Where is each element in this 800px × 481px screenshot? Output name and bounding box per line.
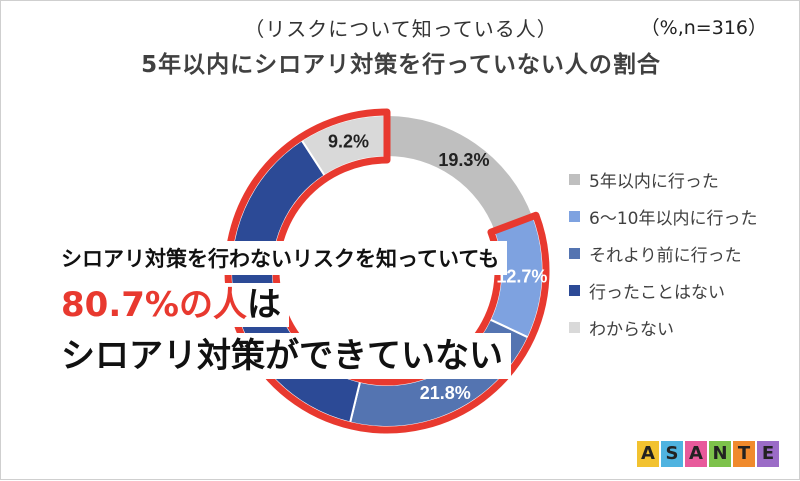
legend-swatch (569, 285, 580, 296)
callout-line-1: シロアリ対策を行わないリスクを知っていても (53, 241, 508, 275)
logo-letter: A (685, 441, 707, 467)
slice-label-1: 19.3% (438, 150, 489, 170)
legend-swatch (569, 211, 580, 222)
legend-item: 6〜10年以内に行った (569, 198, 757, 235)
legend-label: 5年以内に行った (589, 172, 719, 192)
legend-label: それより前に行った (589, 246, 742, 266)
slice-label-5: 9.2% (328, 132, 369, 152)
logo-letter: E (757, 441, 779, 467)
callout-line-3: シロアリ対策ができていない (53, 333, 511, 379)
slice-label-3: 21.8% (420, 383, 471, 403)
logo-letter: S (661, 441, 683, 467)
legend-item: 行ったことはない (569, 272, 757, 309)
legend-swatch (569, 174, 580, 185)
callout-line-2: 80.7%の人は (53, 283, 289, 327)
legend-label: わからない (589, 320, 674, 340)
logo-letter: T (733, 441, 755, 467)
slice-1 (386, 113, 535, 233)
logo-letter: N (709, 441, 731, 467)
callout-line-2-suffix: は (246, 285, 281, 325)
chart-legend: 5年以内に行った 6〜10年以内に行った それより前に行った 行ったことはない わからな… (569, 161, 757, 346)
callout-box: シロアリ対策を行わないリスクを知っていても 80.7%の人は シロアリ対策ができ… (1, 237, 800, 387)
slice-label-2: 12.7% (496, 267, 547, 287)
legend-swatch (569, 248, 580, 259)
chart-title: 5年以内にシロアリ対策を行っていない人の割合 (141, 52, 661, 78)
highlight-outline (224, 108, 550, 434)
legend-label: 6〜10年以内に行った (589, 209, 758, 229)
chart-subtitle: （リスクについて知っている人） (244, 17, 558, 41)
callout-accent: 80.7%の人 (61, 285, 247, 325)
legend-item: それより前に行った (569, 235, 757, 272)
legend-item: わからない (569, 309, 757, 346)
sample-note: （%,n=316） (640, 17, 767, 39)
logo-letter: A (637, 441, 659, 467)
legend-item: 5年以内に行った (569, 161, 757, 198)
legend-label: 行ったことはない (589, 283, 725, 303)
legend-swatch (569, 322, 580, 333)
